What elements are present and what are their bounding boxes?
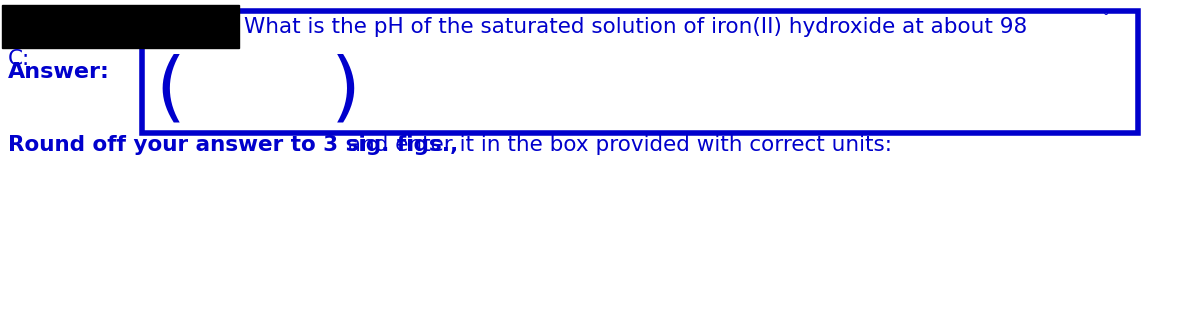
Text: K: K — [632, 95, 647, 115]
Text: + 2OH: + 2OH — [433, 95, 506, 115]
Text: C:: C: — [7, 49, 30, 69]
Text: Fe: Fe — [353, 95, 378, 115]
Text: Answer:: Answer: — [7, 62, 109, 82]
Text: (s): (s) — [281, 104, 299, 118]
Bar — [2, 5, 240, 48]
Text: (aq): (aq) — [391, 104, 419, 118]
Text: The pH of the saturated: The pH of the saturated — [173, 58, 388, 76]
Text: :  pH =: : pH = — [349, 68, 450, 94]
Text: ⇌: ⇌ — [316, 93, 337, 117]
Text: is: is — [334, 86, 354, 104]
Text: −13: −13 — [740, 89, 769, 103]
Text: ): ) — [330, 53, 360, 127]
Text: Fe(OH): Fe(OH) — [192, 95, 268, 115]
Text: (: ( — [155, 53, 185, 127]
Text: What is the pH of the saturated solution of iron(II) hydroxide at about 98: What is the pH of the saturated solution… — [244, 17, 1027, 37]
Text: °: ° — [1103, 11, 1110, 24]
Text: solution of Fe(OH): solution of Fe(OH) — [190, 86, 352, 104]
FancyBboxPatch shape — [142, 11, 1138, 133]
Text: 2: 2 — [325, 94, 334, 107]
Text: 2+: 2+ — [376, 89, 396, 103]
Text: and enter it in the box provided with correct units:: and enter it in the box provided with co… — [341, 135, 892, 155]
Text: (aq),: (aq), — [502, 104, 534, 118]
Text: 2: 2 — [271, 104, 280, 118]
Text: sp: sp — [644, 104, 660, 118]
Text: = 5.0×10: = 5.0×10 — [661, 95, 776, 115]
Text: Round off your answer to 3 sig. figs.,: Round off your answer to 3 sig. figs., — [7, 135, 458, 155]
Text: −: − — [492, 89, 504, 103]
